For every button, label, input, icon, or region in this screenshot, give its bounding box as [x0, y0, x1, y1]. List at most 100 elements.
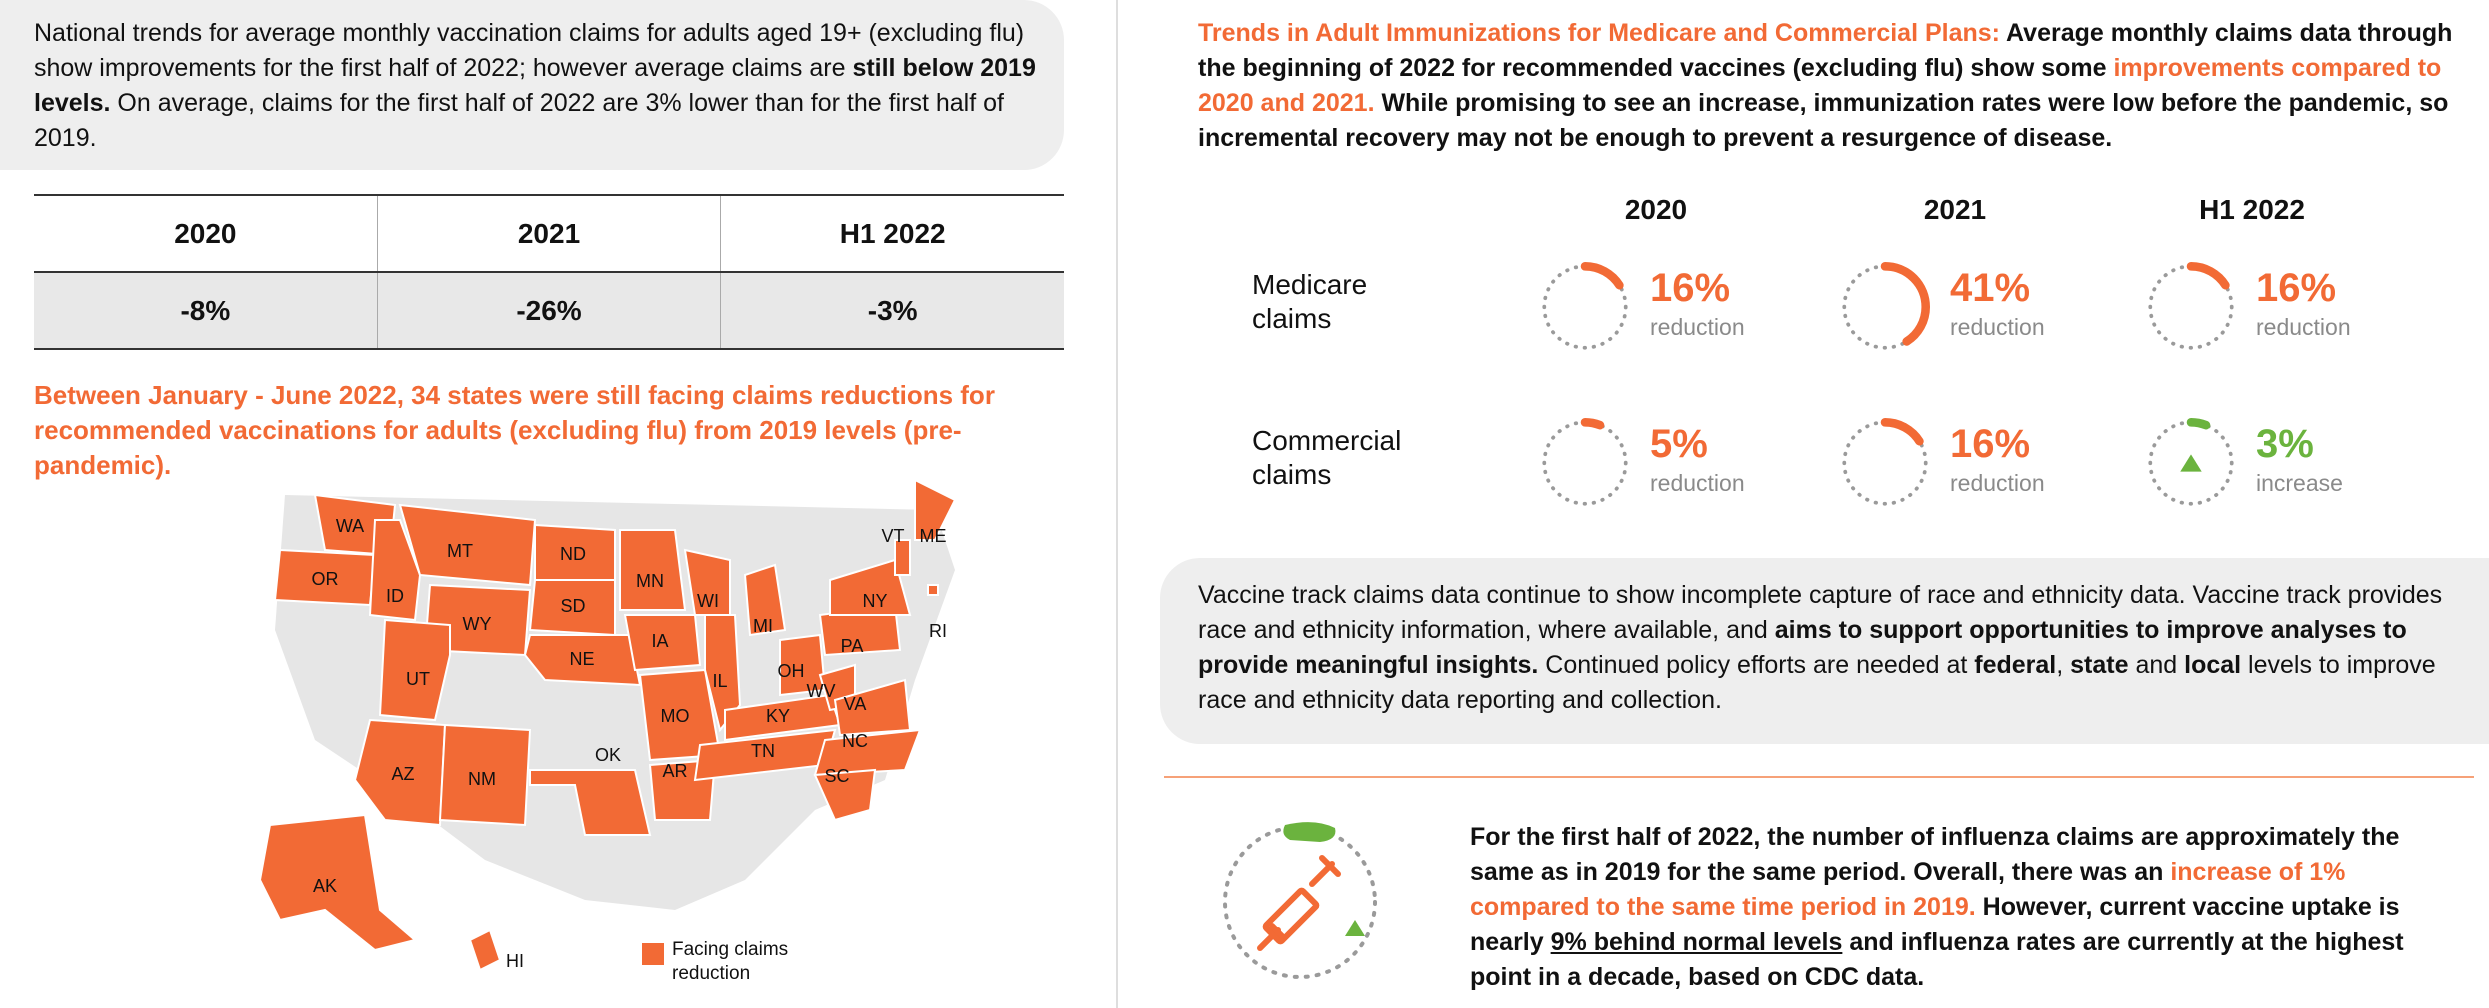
gauge-label: reduction: [2256, 314, 2351, 340]
legend-swatch: [642, 943, 664, 965]
column-header: 2020: [1624, 194, 1688, 225]
state-label: NY: [862, 591, 887, 611]
gauge-ring: [2146, 418, 2236, 508]
gauge-ring: [1840, 262, 1930, 352]
state-label: WY: [463, 614, 492, 634]
row-label-line: claims: [1252, 303, 1332, 334]
state-label: WI: [697, 591, 719, 611]
trends-part1: Average monthly claims data through the …: [1198, 19, 2453, 82]
state-label: MO: [661, 706, 690, 726]
state-id: [368, 519, 422, 622]
state-label: VA: [844, 694, 867, 714]
column-header: 2021: [1923, 194, 1987, 225]
state-label: IL: [712, 671, 727, 691]
race-text: Vaccine track claims data continue to sh…: [1198, 578, 2453, 718]
flu-part: For the first half of 2022, the number o…: [1470, 823, 2400, 886]
state-hi: [389, 894, 502, 972]
gauge-arc: [2146, 262, 2236, 352]
race-panel: [1160, 558, 2489, 744]
state-label: OH: [778, 661, 805, 681]
race-part: Vaccine track claims data continue to sh…: [1198, 581, 2443, 644]
trends-lead: Trends in Adult Immunizations for Medica…: [1198, 19, 2001, 47]
race-bold: aims to support opportunities to improve…: [1198, 616, 2407, 679]
state-label: AR: [662, 761, 687, 781]
claims-table: 2020 2021 H1 2022 -8% -26% -3%: [34, 194, 1064, 350]
section-divider: [1164, 776, 2474, 778]
state-label: SD: [560, 596, 585, 616]
state-nc: [813, 728, 922, 777]
gauge-percent: 3%: [2256, 422, 2314, 466]
table-header: H1 2022: [720, 196, 1064, 271]
gauge-ring: [2146, 262, 2236, 352]
state-label: ND: [560, 544, 586, 564]
state-label: MN: [636, 571, 664, 591]
gauge-label: reduction: [1650, 470, 1745, 496]
gauge-label: reduction: [1950, 470, 2045, 496]
flu-text: For the first half of 2022, the number o…: [1470, 820, 2460, 995]
state-nm: [438, 723, 532, 827]
state-label: OR: [312, 569, 339, 589]
state-label: ME: [920, 526, 947, 546]
gauge-label: reduction: [1650, 314, 1745, 340]
state-label: WV: [807, 681, 836, 701]
race-part: and: [2128, 651, 2185, 679]
gauge-ring: [1840, 418, 1930, 508]
state-label: NE: [569, 649, 594, 669]
gauge-arc: [1540, 418, 1630, 508]
gauge-percent: 41%: [1950, 266, 2031, 310]
state-mt: [398, 503, 537, 587]
state-label: OK: [595, 745, 621, 765]
gauge-percent: 5%: [1650, 422, 1708, 466]
state-vt: [894, 539, 911, 576]
gauge-label: reduction: [1950, 314, 2045, 340]
flu-highlight: increase of 1% compared to the same time…: [1470, 858, 2346, 921]
table-cell: -8%: [180, 295, 231, 326]
race-part: ,: [2056, 651, 2071, 679]
gauge-ring: [1540, 418, 1630, 508]
state-label: UT: [406, 669, 430, 689]
state-ia: [623, 614, 702, 672]
gauge-percent: 16%: [1650, 266, 1731, 310]
row-label-line: Medicare: [1252, 269, 1368, 300]
gauge-percent: 16%: [1950, 422, 2031, 466]
table-row: -8% -26% -3%: [34, 271, 1064, 348]
gauge-track: [1542, 420, 1628, 506]
up-arrow-icon: [2180, 454, 2202, 472]
race-bold: local: [2184, 651, 2242, 679]
gauge-arc: [1840, 262, 1930, 352]
state-label: RI: [929, 621, 947, 641]
row-label-line: Commercial: [1252, 425, 1402, 456]
state-label: IA: [651, 631, 668, 651]
state-ak: [258, 813, 418, 952]
state-az: [353, 718, 447, 827]
state-label: NM: [468, 769, 496, 789]
state-label: PA: [841, 636, 864, 656]
table-cell: -3%: [720, 273, 1064, 348]
state-label: MT: [447, 541, 473, 561]
table-header: 2021: [376, 196, 721, 271]
gauge-arc: [1840, 418, 1930, 508]
state-label: SC: [824, 766, 849, 786]
state-label: NC: [842, 731, 868, 751]
table-cell: -26%: [376, 273, 721, 348]
state-label: WA: [336, 516, 364, 536]
state-mn: [619, 529, 687, 611]
state-ok: [529, 769, 652, 836]
state-ri: [927, 584, 939, 596]
map-title: Between January - June 2022, 34 states w…: [34, 380, 995, 480]
gauge-label: increase: [2256, 470, 2343, 496]
race-part: levels to improve race and ethnicity dat…: [1198, 651, 2436, 714]
state-label: MI: [753, 616, 773, 636]
trends-intro: Trends in Adult Immunizations for Medica…: [1198, 16, 2473, 156]
intro-text: National trends for average monthly vacc…: [34, 16, 1044, 156]
state-ny: [829, 558, 912, 616]
state-ne: [523, 634, 642, 687]
intro-bold: still below 2019 levels.: [34, 54, 1036, 117]
flu-part: However, current vaccine uptake is nearl…: [1470, 893, 2400, 956]
column-header: H1 2022: [2199, 194, 2305, 225]
race-bold: federal: [1974, 651, 2057, 679]
state-label: AZ: [391, 764, 414, 784]
state-label: KY: [766, 706, 790, 726]
flu-underline: 9% behind normal levels: [1550, 928, 1843, 956]
state-ut: [378, 618, 451, 722]
